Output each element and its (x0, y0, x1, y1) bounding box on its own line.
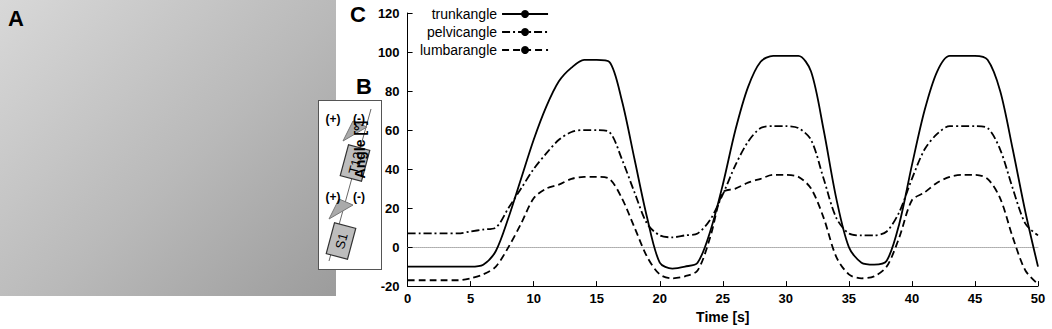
svg-text:Angle [°]: Angle [°] (352, 121, 368, 179)
svg-text:35: 35 (842, 291, 856, 306)
svg-text:(+): (+) (326, 190, 341, 204)
svg-text:trunkangle: trunkangle (432, 6, 498, 22)
svg-text:100: 100 (378, 45, 400, 60)
svg-text:10: 10 (526, 291, 540, 306)
svg-text:-20: -20 (381, 279, 400, 294)
svg-text:40: 40 (905, 291, 919, 306)
html-text:B: B (356, 74, 372, 99)
svg-text:(+): (+) (326, 112, 341, 126)
svg-text:30: 30 (779, 291, 793, 306)
svg-text:Time [s]: Time [s] (696, 309, 749, 325)
svg-text:40: 40 (385, 162, 399, 177)
svg-text:45: 45 (968, 291, 982, 306)
svg-text:20: 20 (385, 201, 399, 216)
svg-text:60: 60 (385, 123, 399, 138)
svg-text:pelvicangle: pelvicangle (427, 24, 497, 40)
svg-text:(-): (-) (353, 190, 365, 204)
svg-text:15: 15 (589, 291, 603, 306)
svg-text:0: 0 (404, 291, 411, 306)
svg-text:120: 120 (378, 6, 400, 21)
svg-text:5: 5 (467, 291, 474, 306)
svg-text:50: 50 (1031, 291, 1045, 306)
svg-text:0: 0 (392, 240, 399, 255)
svg-text:S1: S1 (332, 232, 351, 251)
svg-text:lumbarangle: lumbarangle (420, 42, 497, 58)
svg-text:80: 80 (385, 84, 399, 99)
svg-text:20: 20 (653, 291, 667, 306)
html-text:A: A (8, 6, 24, 31)
svg-text:25: 25 (716, 291, 730, 306)
html-text:C: C (350, 2, 366, 27)
